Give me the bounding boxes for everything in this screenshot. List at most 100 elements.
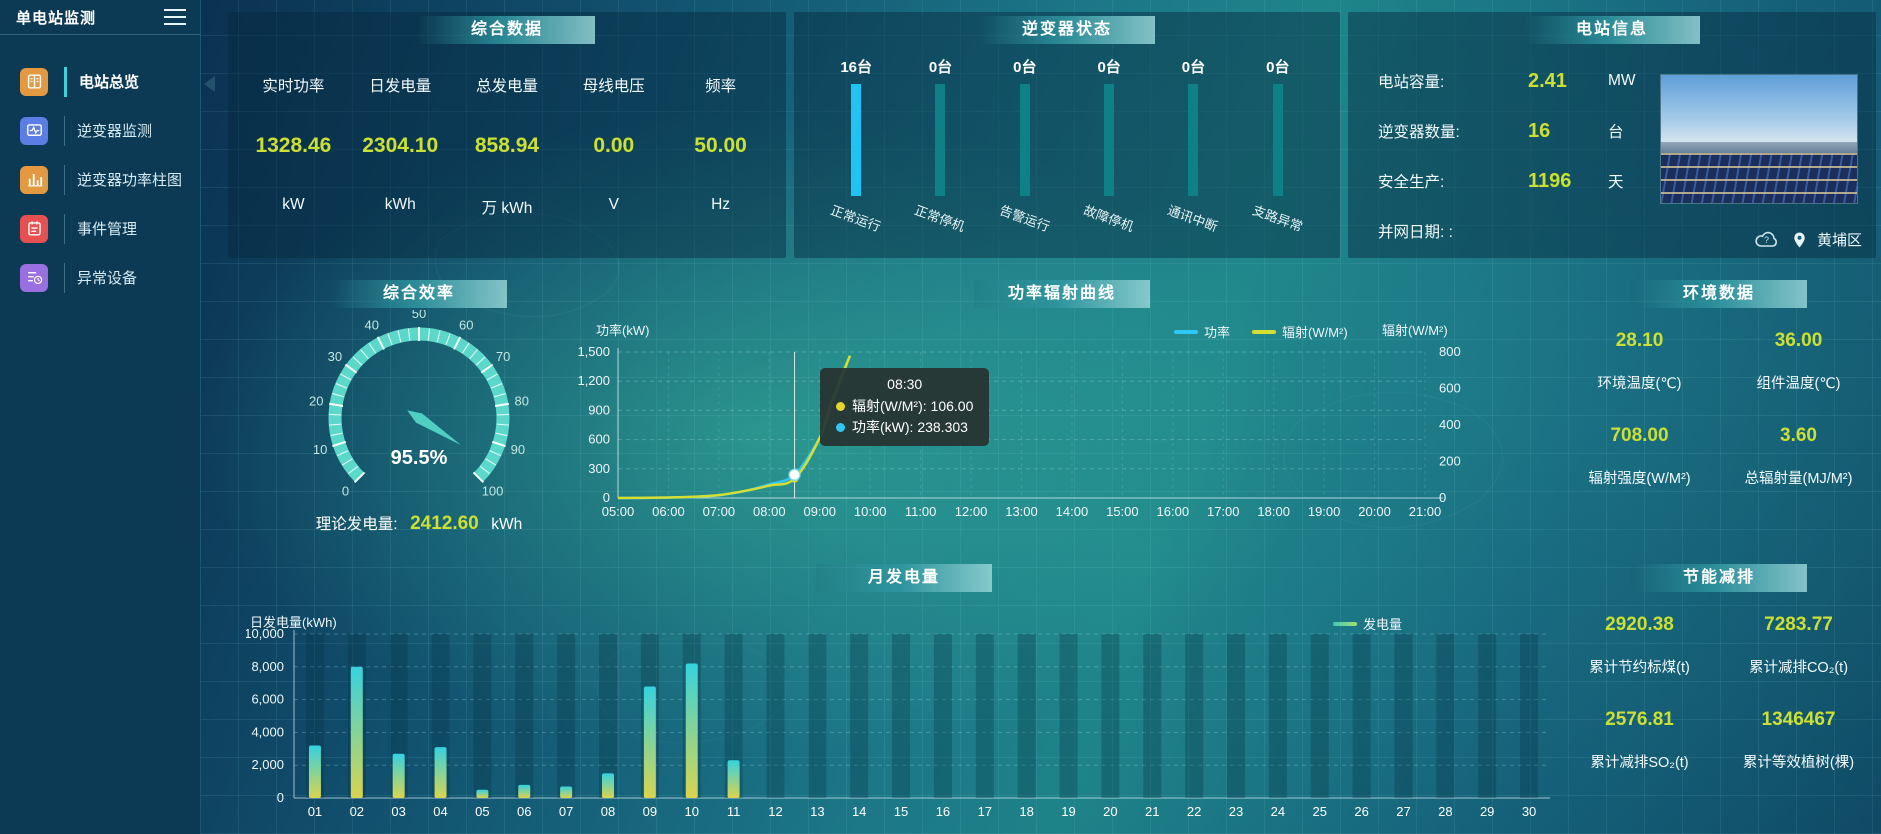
inverter-count-label: 0台 [1013,59,1037,76]
legend-item[interactable]: 功率 [1174,322,1230,341]
metric-cell-value: 708.00 [1610,425,1669,446]
metric-cell-value: 2920.38 [1605,614,1674,635]
efficiency-gauge: 0 10 20 30 40 50 60 70 80 90 100 95.5% [274,306,564,515]
inverter-monitor-icon [20,116,48,145]
metric-cell: 7283.77 累计减排CO₂(t) [1719,614,1878,677]
station-info-label: 安全生产: [1378,174,1445,191]
summary-metric-unit: kWh [384,196,416,213]
tooltip-row: 功率(kW): 238.303 [836,417,973,438]
summary-panel: 综合数据 实时功率 1328.46 kW 日发电量 2304.10 kWh 总发电量 858.… [228,12,786,258]
svg-text:16: 16 [936,804,950,819]
inverter-count-label: 0台 [1097,59,1121,76]
svg-text:17:00: 17:00 [1207,504,1240,519]
metric-cell-value: 28.10 [1615,330,1664,351]
hamburger-menu-icon[interactable] [164,9,186,25]
svg-text:2,000: 2,000 [251,757,284,772]
inverter-status-bar [1272,84,1283,196]
theory-generation-unit: kWh [491,516,523,533]
tooltip-series-dot [836,402,845,411]
district-label: 黄埔区 [1816,232,1862,249]
energy-saving-title: 节能减排 [1631,564,1807,592]
menu-item-divider [64,66,67,97]
summary-metric-value: 0.00 [593,134,635,157]
svg-text:22: 22 [1187,804,1201,819]
svg-text:60: 60 [459,317,473,332]
station-info-value: 2.41 [1528,69,1567,92]
tooltip-row-text: 功率(kW): 238.303 [852,419,968,435]
svg-text:06: 06 [517,804,531,819]
svg-text:15:00: 15:00 [1106,504,1139,519]
inverter-count-label: 0台 [1181,59,1206,76]
metric-cell-label: 辐射强度(W/M²) [1588,471,1691,487]
sidebar-item-2[interactable]: 逆变器监测 [0,106,200,155]
metric-cell-value: 7283.77 [1764,614,1833,635]
sidebar-collapse-arrow-icon[interactable] [204,76,215,92]
inverter-count-label: 0台 [928,59,953,76]
sidebar-item-3[interactable]: 逆变器功率柱图 [0,155,200,204]
photo-solar-panels [1661,153,1857,203]
metric-cell-label: 总辐射量(MJ/M²) [1744,471,1853,487]
location-pin-icon[interactable] [1792,230,1807,250]
inverter-status-panel: 逆变器状态 16台 正常运行 0台 正常停机 0台 告警运行 0台 故障停机 0台 通讯中断 0台支… [794,12,1340,258]
svg-text:16:00: 16:00 [1157,504,1190,519]
svg-text:50: 50 [412,310,426,321]
metric-cell: 2576.81 累计减排SO₂(t) [1560,709,1719,772]
inverter-status-column: 0台 告警运行 [983,56,1067,234]
svg-text:23: 23 [1229,804,1243,819]
app-title: 单电站监测 [16,9,97,27]
inverter-status-column: 0台正常停机 [898,56,982,234]
summary-metric: 总发电量 858.94 万 kWh [454,12,561,258]
svg-text:11:00: 11:00 [905,504,937,519]
sidebar-item-5[interactable]: 异常设备 [0,253,200,302]
svg-text:30: 30 [1522,804,1536,819]
svg-text:24: 24 [1271,804,1285,819]
summary-metric-value: 1328.46 [255,134,332,157]
station-info-row: 并网日期: : [1378,206,1876,256]
svg-text:09:00: 09:00 [803,504,836,519]
svg-text:13:00: 13:00 [1005,504,1038,519]
svg-text:4,000: 4,000 [251,724,284,739]
svg-text:17: 17 [978,804,992,819]
generation-legend-item[interactable]: 发电量 [1332,614,1402,633]
svg-text:06:00: 06:00 [652,504,685,519]
menu-item-divider [64,164,65,195]
metric-cell: 36.00 组件温度(℃) [1719,330,1878,393]
svg-text:04: 04 [433,804,447,819]
svg-text:40: 40 [365,317,379,332]
station-info-rows: 电站容量: 2.41 MW 逆变器数量: 16 台安全生产: 1196 天并网日期: : [1348,12,1876,256]
chart-tooltip: 08:30 辐射(W/M²): 106.00 功率(kW): 238.303 [820,368,990,446]
inverter-status-label: 支路异常 [1250,202,1305,235]
sidebar-item-4[interactable]: 事件管理 [0,204,200,253]
metric-cell: 1346467 累计等效植树(棵) [1719,709,1878,772]
abnormal-device-icon [20,263,48,292]
legend-item[interactable]: 辐射(W/M²) [1252,322,1348,341]
station-info-unit: 天 [1608,174,1624,191]
svg-text:6,000: 6,000 [251,692,284,707]
weather-cloud-icon[interactable]: ? [1752,230,1782,250]
svg-text:14: 14 [852,804,866,819]
sidebar-item-1[interactable]: 电站总览 [0,57,200,106]
monthly-generation-panel: 月发电量 日发电量(kWh) 发电量 0 2,000 4,000 6,000 8,000… [246,560,1562,834]
station-photo [1660,74,1858,204]
svg-text:600: 600 [1439,381,1461,396]
environment-title: 环境数据 [1631,280,1807,308]
theory-generation-label: 理论发电量: [315,516,398,533]
tooltip-row-text: 辐射(W/M²): 106.00 [852,398,974,414]
legend-marker [1252,329,1277,334]
theory-generation-row: 理论发电量: 2412.60 kWh [276,512,562,535]
svg-text:07:00: 07:00 [703,504,736,519]
location-row: ? 黄埔区 [1752,229,1862,250]
svg-text:05:00: 05:00 [602,504,635,519]
svg-text:21: 21 [1145,804,1159,819]
summary-metric-label: 总发电量 [475,78,538,95]
summary-metric-value: 2304.10 [362,134,439,157]
summary-metric-value: 50.00 [694,134,747,157]
photo-mountains [1661,141,1857,154]
svg-text:0: 0 [342,484,349,499]
sidebar-item-label: 逆变器监测 [77,123,153,140]
inverter-power-bars-icon [20,165,48,194]
svg-text:19:00: 19:00 [1308,504,1341,519]
inverter-status-label: 正常停机 [913,202,968,235]
svg-text:27: 27 [1396,804,1410,819]
right-axis-title: 辐射(W/M²) [1382,323,1448,338]
